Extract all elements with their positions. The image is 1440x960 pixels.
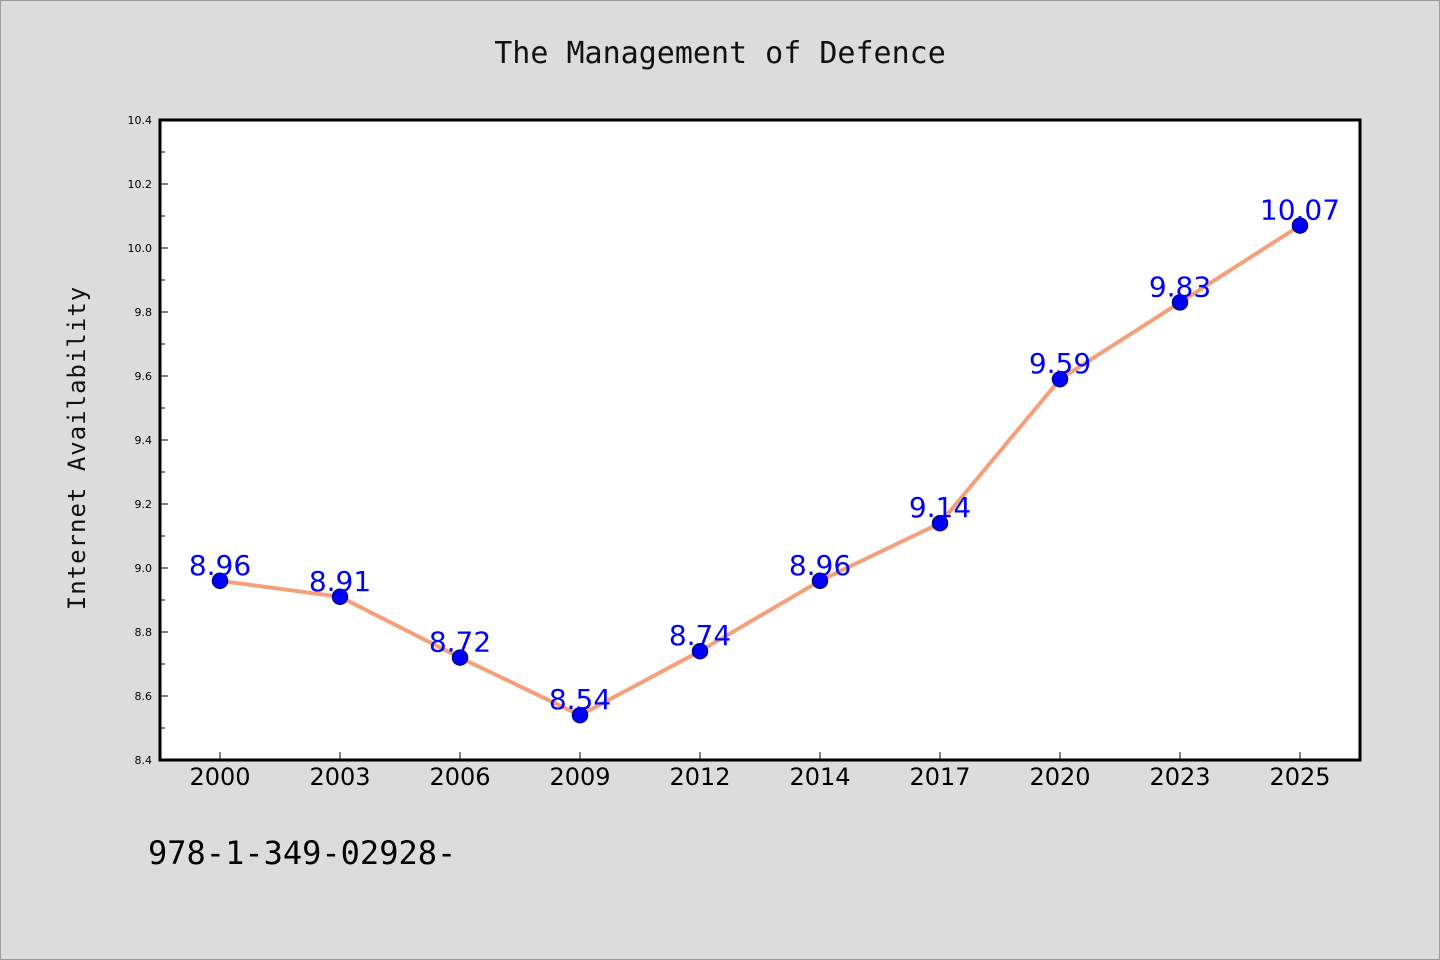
data-label: 8.91 (309, 565, 371, 598)
series-layer (219, 223, 1302, 718)
data-point (1291, 217, 1309, 234)
y-tick-label: 10.2 (128, 178, 153, 191)
x-tick-label: 2017 (909, 763, 970, 791)
data-label: 9.83 (1149, 270, 1211, 303)
chart-title: The Management of Defence (494, 36, 946, 71)
y-tick-label: 9.2 (135, 498, 153, 511)
data-point (1171, 294, 1189, 311)
y-tick-label: 8.8 (135, 626, 153, 639)
y-tick-label: 9.6 (135, 370, 153, 383)
y-tick-label: 9.0 (135, 562, 153, 575)
data-point (811, 572, 829, 590)
data-point (571, 706, 589, 724)
data-label: 10.07 (1260, 194, 1340, 227)
y-tick-label: 10.4 (128, 114, 153, 127)
data-label: 8.74 (669, 619, 731, 652)
x-tick-label: 2020 (1029, 763, 1090, 791)
data-point (331, 588, 349, 606)
data-label: 8.96 (189, 549, 251, 582)
data-label-layer: 8.96 8.91 8.72 8.54 8.74 8.96 9.14 9.59 9.83 10.0… (189, 194, 1340, 717)
data-label: 9.14 (909, 491, 971, 524)
x-tick-label: 2014 (789, 763, 850, 791)
isbn-text: 978-1-349-02928- (148, 834, 456, 872)
x-tick-label: 2023 (1149, 763, 1210, 791)
data-point (1051, 370, 1069, 388)
marker-layer (211, 217, 1309, 724)
x-tick-label: 2006 (429, 763, 490, 791)
x-tick-label: 2003 (309, 763, 370, 791)
data-point (211, 572, 229, 590)
y-tick-label: 8.6 (135, 690, 153, 703)
plot-area (158, 118, 1362, 762)
series-line (219, 223, 1302, 718)
data-label: 8.54 (549, 683, 611, 716)
data-label: 9.59 (1029, 347, 1091, 380)
y-tick-label: 9.4 (135, 434, 153, 447)
y-tick-label: 9.8 (135, 306, 153, 319)
x-tick-label: 2012 (669, 763, 730, 791)
data-label: 8.96 (789, 549, 851, 582)
data-point (451, 649, 469, 666)
data-point (691, 642, 709, 660)
y-axis: 8.4 8.6 8.8 9.0 9.2 9.4 9.6 9.8 10.0 10.2 10.4 (128, 114, 168, 767)
data-label: 8.72 (429, 626, 491, 659)
y-tick-label: 10.0 (128, 242, 153, 255)
x-tick-label: 2009 (549, 763, 610, 791)
data-point (931, 514, 949, 532)
x-tick-label: 2000 (189, 763, 250, 791)
y-axis-label: Internet Availability (63, 286, 91, 610)
x-axis: 2000 2003 2006 2009 2012 2014 2017 2020 2023 2025 (189, 752, 1331, 791)
x-tick-label: 2025 (1269, 763, 1330, 791)
y-tick-label: 8.4 (135, 754, 153, 767)
